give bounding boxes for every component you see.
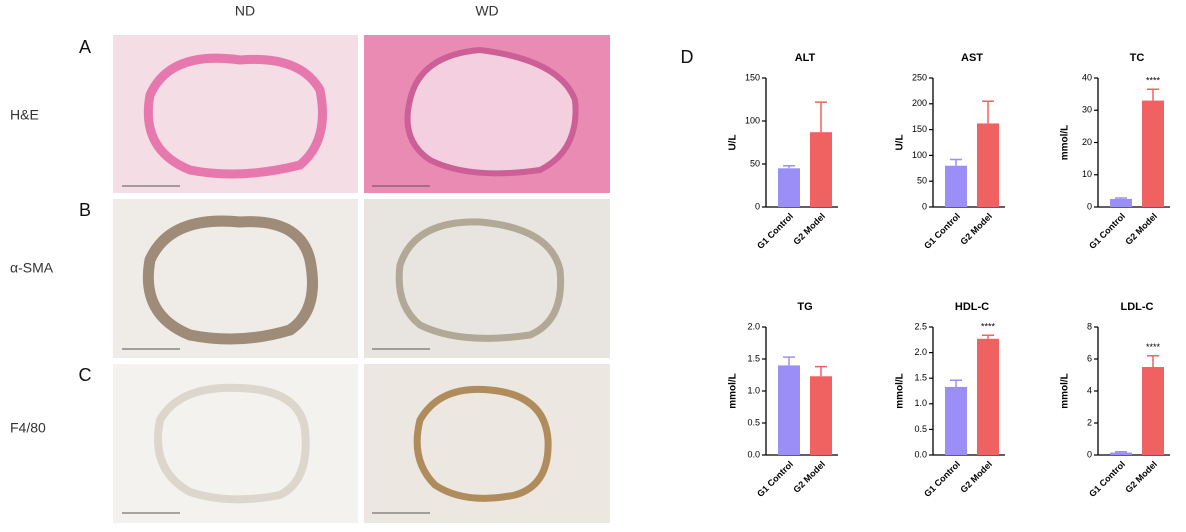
y-tick-label: 8 [1087,321,1092,331]
error-bar [783,356,795,366]
bar [977,123,999,207]
row-label: F4/80 [10,420,46,436]
chart-title: HDL-C [955,301,989,313]
bar [945,386,967,455]
bar [1142,367,1164,455]
bar [1142,100,1164,207]
bar [945,165,967,207]
row-label: H&E [10,107,39,123]
x-tick-label: G2 Model [791,211,827,247]
bar [1110,452,1132,455]
x-tick-label: G1 Control [922,459,962,499]
chart-title: TC [1130,52,1145,64]
y-axis-label: mmol/L [895,373,906,409]
x-tick-label: G2 Model [958,211,994,247]
x-tick-label: G2 Model [1123,459,1159,495]
significance: **** [1146,342,1161,352]
y-tick-label: 20 [1082,137,1092,147]
y-tick-label: 100 [745,115,760,125]
y-axis-label: mmol/L [1060,125,1071,161]
y-tick-label: 0.0 [914,449,927,459]
bar [977,338,999,455]
x-tick-label: G1 Control [755,459,795,499]
x-tick-label: G2 Model [958,459,994,495]
y-axis-label: U/L [895,134,906,150]
y-tick-label: 10 [1082,169,1092,179]
micrograph [113,35,358,193]
y-tick-label: 100 [912,150,927,160]
y-tick-label: 2.5 [914,321,927,331]
bar [778,168,800,207]
x-tick-label: G1 Control [755,211,795,251]
chart-title: ALT [795,52,816,64]
y-tick-label: 0 [922,201,927,211]
y-tick-label: 30 [1082,105,1092,115]
x-tick-label: G2 Model [791,459,827,495]
y-axis-label: U/L [728,134,739,150]
y-tick-label: 150 [912,124,927,134]
bar [778,365,800,455]
y-axis-label: mmol/L [728,373,739,409]
error-bar [815,101,827,133]
micrograph [364,199,610,358]
chart-title: AST [961,52,983,64]
row-label: α-SMA [10,260,54,276]
y-tick-label: 200 [912,98,927,108]
x-tick-label: G1 Control [922,211,962,251]
error-bar [1115,451,1127,453]
y-tick-label: 4 [1087,385,1092,395]
error-bar [950,379,962,387]
significance: **** [1146,76,1161,86]
error-bar [1115,197,1127,199]
error-bar [982,334,994,339]
y-tick-label: 2.0 [914,347,927,357]
y-tick-label: 2.0 [747,321,760,331]
x-tick-label: G1 Control [1087,211,1127,251]
y-tick-label: 250 [912,72,927,82]
y-axis-label: mmol/L [1060,373,1071,409]
micrograph [113,199,358,358]
bar [1110,198,1132,207]
y-tick-label: 6 [1087,353,1092,363]
error-bar [1147,355,1159,367]
panel-letter: D [681,47,694,67]
y-tick-label: 0.5 [747,417,760,427]
bar [810,132,832,207]
bar [810,376,832,455]
y-tick-label: 1.5 [747,353,760,363]
micrograph [364,364,610,523]
y-tick-label: 50 [750,158,760,168]
column-label: ND [235,3,255,19]
column-label: WD [475,3,498,19]
y-tick-label: 0 [1087,201,1092,211]
x-tick-label: G2 Model [1123,211,1159,247]
error-bar [950,158,962,166]
chart-title: LDL-C [1121,301,1154,313]
micrograph [113,364,358,523]
y-tick-label: 1.0 [747,385,760,395]
error-bar [982,100,994,124]
error-bar [783,164,795,169]
y-tick-label: 150 [745,72,760,82]
y-tick-label: 1.0 [914,398,927,408]
y-tick-label: 0.0 [747,449,760,459]
y-tick-label: 2 [1087,417,1092,427]
x-tick-label: G1 Control [1087,459,1127,499]
y-tick-label: 0.5 [914,424,927,434]
panel-letter: C [79,365,92,385]
y-tick-label: 0 [755,201,760,211]
significance: **** [981,322,996,332]
y-tick-label: 40 [1082,72,1092,82]
panel-letter: B [79,200,91,220]
chart-title: TG [797,301,812,313]
y-tick-label: 0 [1087,449,1092,459]
micrograph [364,35,610,193]
error-bar [1147,88,1159,101]
y-tick-label: 1.5 [914,373,927,383]
error-bar [815,365,827,377]
panel-letter: A [79,37,91,57]
y-tick-label: 50 [917,176,927,186]
